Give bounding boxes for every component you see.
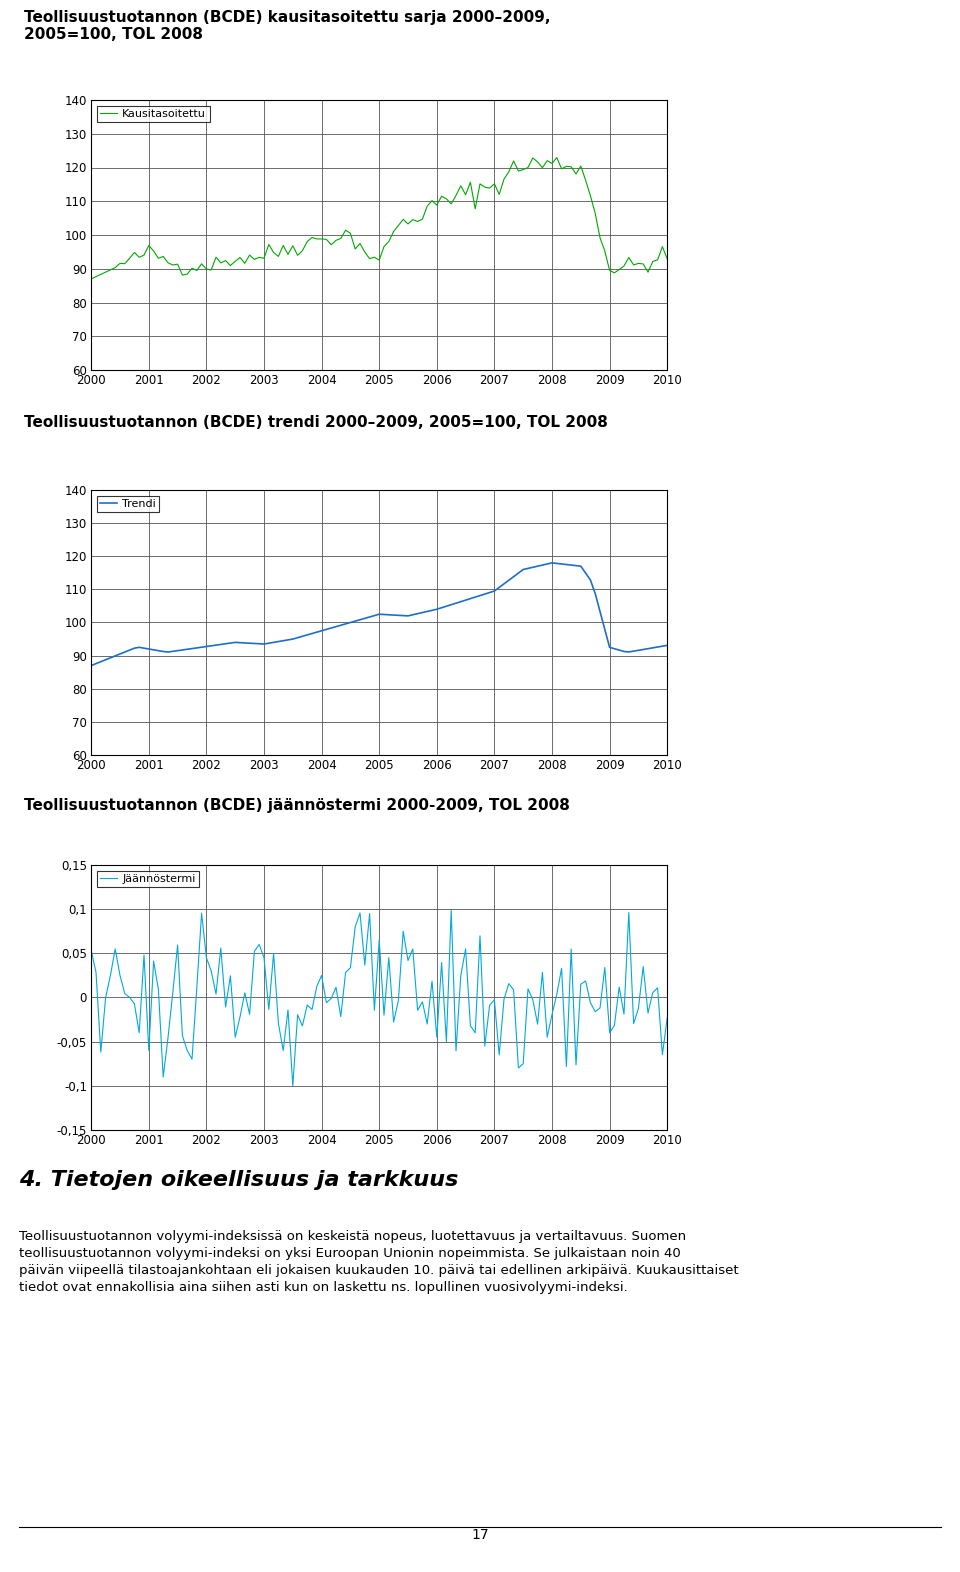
Legend: Trendi: Trendi <box>97 495 159 512</box>
Text: Teollisuustuotannon (BCDE) jäännöstermi 2000-2009, TOL 2008: Teollisuustuotannon (BCDE) jäännöstermi … <box>24 799 570 813</box>
Text: Teollisuustuotannon (BCDE) kausitasoitettu sarja 2000–2009,
2005=100, TOL 2008: Teollisuustuotannon (BCDE) kausitasoitet… <box>24 9 550 42</box>
Text: Teollisuustuotannon volyymi-indeksissä on keskeistä nopeus, luotettavuus ja vert: Teollisuustuotannon volyymi-indeksissä o… <box>19 1229 739 1294</box>
Legend: Kausitasoitettu: Kausitasoitettu <box>97 105 209 123</box>
Text: Teollisuustuotannon (BCDE) trendi 2000–2009, 2005=100, TOL 2008: Teollisuustuotannon (BCDE) trendi 2000–2… <box>24 415 608 431</box>
Text: 4. Tietojen oikeellisuus ja tarkkuus: 4. Tietojen oikeellisuus ja tarkkuus <box>19 1170 459 1190</box>
Legend: Jäännöstermi: Jäännöstermi <box>97 871 199 887</box>
Text: 17: 17 <box>471 1528 489 1542</box>
